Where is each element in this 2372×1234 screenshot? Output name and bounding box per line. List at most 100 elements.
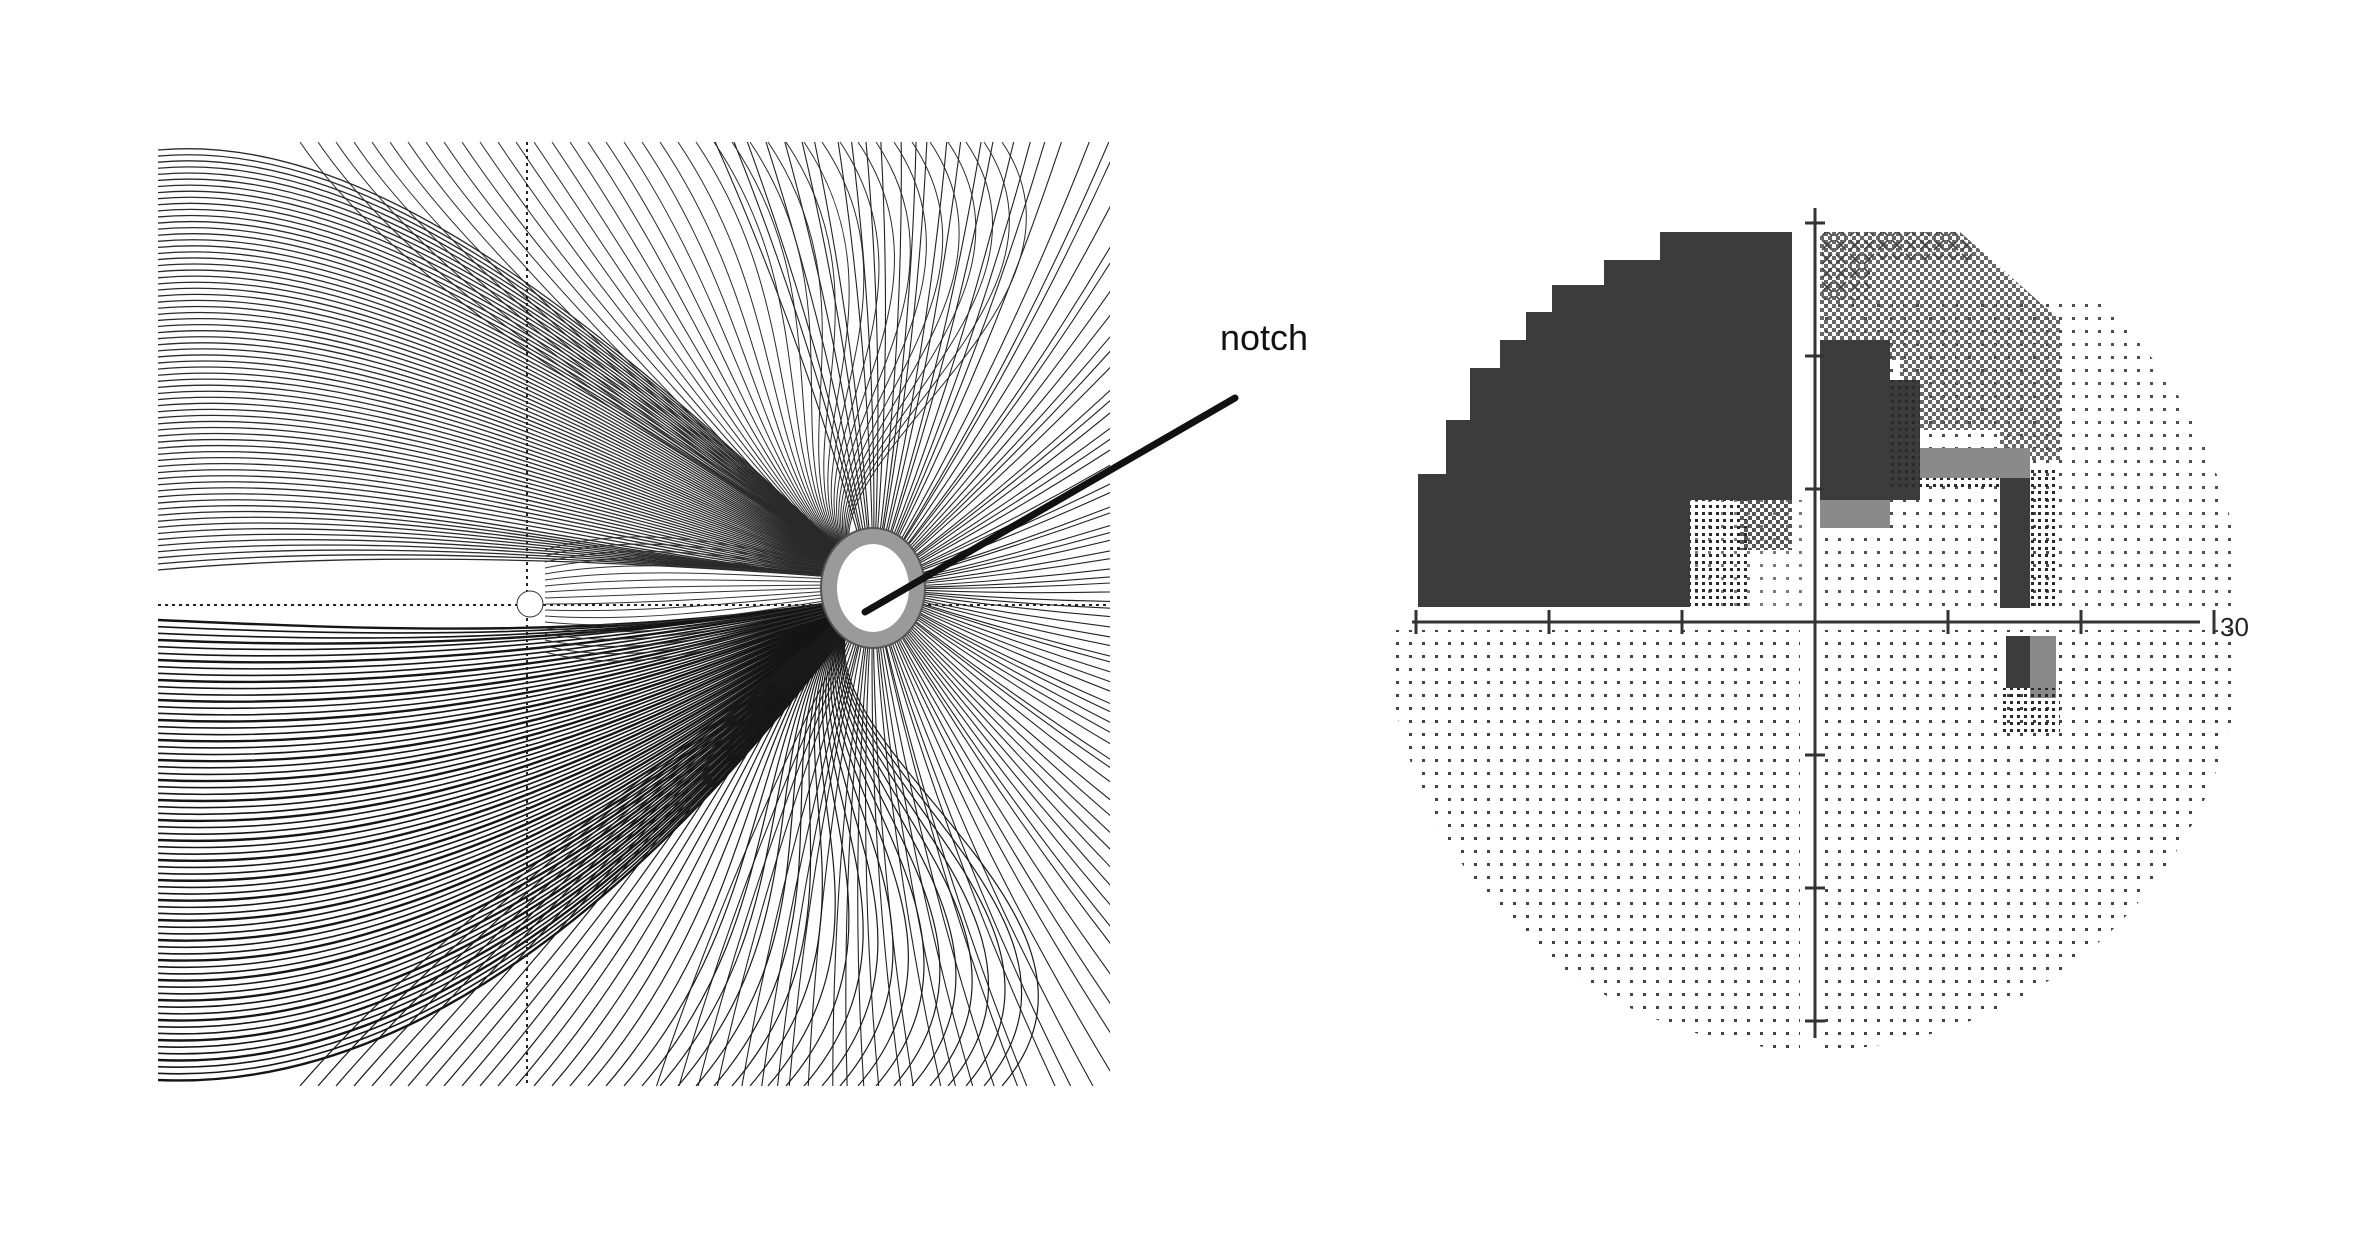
nerve-fiber [841,587,1006,1086]
nerve-fiber [158,299,874,581]
nerve-fiber [158,336,874,581]
nerve-fiber [158,305,874,581]
nerve-fiber [158,481,874,581]
nerve-fiber [872,587,1110,618]
nerve-fiber [864,587,880,1086]
nerve-fiber [158,269,874,581]
nerve-fiber [158,595,874,651]
nerve-fiber [872,587,1110,760]
nerve-fiber [158,595,874,1075]
nerve-fiber [872,142,1110,589]
nerve-fiber [872,366,1110,589]
nerve-fiber [158,190,874,581]
lower-left-dots [1387,630,1800,1050]
nerve-fiber [158,595,874,1022]
nerve-fiber [497,142,874,589]
notch-label: notch [1220,317,1308,358]
defect-edge-checker [1740,500,1792,550]
nerve-fiber [731,587,874,1086]
central-gray-strip [1820,500,1890,528]
nerve-fiber [353,142,874,589]
nerve-fiber [497,587,874,1086]
nerve-fiber [389,587,874,1086]
nerve-fiber [872,587,942,1086]
nerve-fiber [158,595,874,670]
inferior-nasal-dense [2006,636,2030,688]
nerve-fiber [872,142,887,589]
nerve-fiber [837,587,957,1086]
nerve-fiber [843,587,1023,1086]
nerve-fiber [872,399,1110,589]
nerve-fiber [784,142,874,589]
nerve-fiber [872,142,962,589]
nasal-step-stipple [2030,470,2058,608]
nerve-fiber [872,587,1110,733]
nerve-fiber [872,587,1110,868]
nerve-fiber [158,595,874,690]
nerve-fiber [872,142,994,589]
nerve-fiber [605,587,874,1086]
nerve-fiber [872,587,1110,723]
nerve-fiber [872,142,948,589]
nerve-fiber [158,487,874,581]
nerve-fiber [158,390,874,581]
nerve-fiber [158,595,874,849]
nerve-fiber [158,202,874,581]
nerve-fiber [158,595,874,789]
nerve-fiber [158,469,874,581]
nerve-fiber [872,142,982,589]
nerve-fiber [821,587,879,1086]
nerve-fiber [872,587,974,1086]
nerve-fiber [551,142,874,589]
nerve-fiber [158,457,874,581]
nerve-fiber [158,595,874,716]
upper-right-hatch-zone [1820,232,1980,300]
nerve-fiber [872,587,1110,673]
nerve-fiber [158,594,874,664]
nerve-fiber [872,587,1110,906]
nerve-fiber [158,594,874,723]
nerve-fiber [623,142,874,589]
nerve-fiber [158,594,874,703]
nerve-fiber [872,550,1110,589]
nerve-fiber [872,205,1110,589]
nerve-fiber [569,142,874,589]
nerve-fiber [158,342,874,581]
nerve-fiber [158,594,874,803]
nerve-fiber [533,142,874,589]
nerve-fiber [158,378,874,581]
nerve-fiber [872,587,1110,657]
nerve-fiber [695,142,874,589]
nerve-fiber [158,408,874,581]
nerve-fiber [731,142,874,589]
nerve-fiber [677,142,874,589]
nerve-fiber [857,587,874,1086]
nerve-fiber [158,323,874,581]
nerve-fiber [749,587,874,1086]
nerve-fiber [158,595,874,776]
nerve-fiber [158,245,874,581]
nerve-fiber [803,142,874,589]
nerve-fiber [872,587,1019,1086]
nerve-fiber [158,499,874,581]
nerve-fiber [158,348,874,581]
nerve-fiber [872,142,1031,589]
nerve-fiber [872,587,1094,1086]
nerve-fiber [872,587,1110,647]
nerve-fiber [695,587,874,1086]
nerve-fiber [872,587,1110,944]
nerve-fiber [716,587,874,1086]
nerve-fiber [872,587,1110,638]
nerve-fiber [678,587,874,1086]
nerve-fiber [158,594,874,743]
nerve-fiber [872,314,1110,589]
nerve-fiber [158,426,874,581]
nerve-fiber [158,595,874,769]
nerve-fiber [872,587,1110,817]
nerve-fiber [833,142,880,589]
nerve-fiber [158,317,874,581]
nerve-fiber [158,595,874,749]
nerve-fiber [872,464,1110,589]
